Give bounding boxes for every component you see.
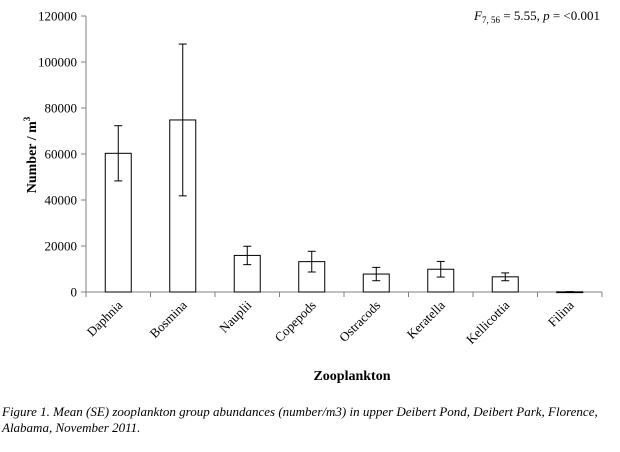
y-tick-label: 0	[71, 285, 78, 300]
axes	[85, 16, 602, 293]
error-bars	[114, 43, 574, 293]
y-axis-ticks: 0 20000 40000 60000 80000 100000 120000	[38, 9, 86, 300]
y-tick-label: 40000	[45, 193, 78, 208]
x-tick-label-keratella: Keratella	[404, 297, 448, 341]
x-axis-label: Zooplankton	[313, 369, 390, 384]
bars	[104, 119, 584, 294]
x-tick-label-ostracods: Ostracods	[336, 298, 383, 345]
y-tick-label: 20000	[45, 239, 78, 254]
x-tick-label-copepods: Copepods	[271, 298, 318, 345]
x-tick-label-bosmina: Bosmina	[147, 297, 190, 340]
stat-tail: = <0.001	[550, 8, 600, 23]
stat-mid: = 5.55,	[500, 8, 543, 23]
y-axis-label-sup: 3	[22, 116, 32, 121]
y-axis-label-main: Number / m	[25, 121, 40, 193]
y-tick-label: 60000	[45, 147, 78, 162]
x-tick-label-kellicottia: Kellicottia	[463, 297, 513, 347]
y-tick-label: 100000	[38, 55, 77, 70]
y-tick-label: 120000	[38, 9, 77, 24]
stat-f: F	[473, 8, 483, 23]
bar-chart: 0 20000 40000 60000 80000 100000 120000 Daphni…	[22, 8, 603, 384]
x-axis-ticks: Daphnia Bosmina Nauplii Copepods Ostracods Ke…	[84, 292, 603, 347]
figure-caption: Figure 1. Mean (SE) zooplankton group ab…	[2, 404, 598, 435]
stat-f-sub: 7, 56	[482, 15, 501, 25]
stat-annotation: F7, 56 = 5.55, p = <0.001	[473, 8, 600, 25]
y-axis-label: Number / m3	[22, 116, 40, 193]
x-tick-label-daphnia: Daphnia	[84, 297, 126, 339]
x-tick-label-nauplii: Nauplii	[216, 297, 254, 335]
x-tick-label-filina: Filina	[545, 297, 577, 329]
y-tick-label: 80000	[45, 101, 78, 116]
stat-p: p	[542, 8, 550, 23]
